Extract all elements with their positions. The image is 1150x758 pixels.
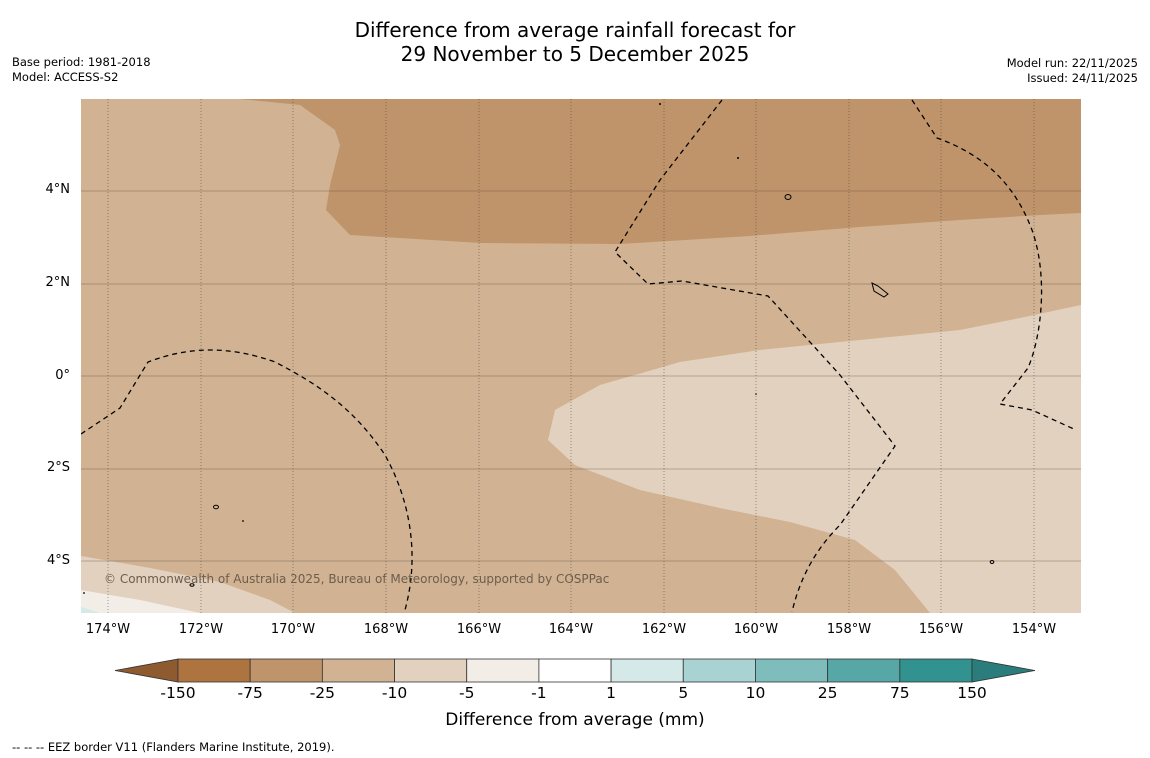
- region-minus10-minus5-east: [548, 305, 1081, 613]
- lon-label-174w: 174°W: [85, 622, 131, 637]
- island-1: [784, 194, 792, 200]
- issued-text: Issued: 24/11/2025: [1027, 71, 1138, 85]
- island-4: [989, 560, 995, 564]
- colorbar-segment: [899, 658, 973, 683]
- meta-left: Base period: 1981-2018 Model: ACCESS-S2: [12, 55, 151, 85]
- lat-label-2n: 2°N: [45, 275, 71, 290]
- map-title-line1: Difference from average rainfall forecas…: [354, 18, 796, 42]
- colorbar-tick-label: 5: [678, 684, 689, 702]
- colorbar-segment: [394, 658, 468, 683]
- region-minus10-minus5-southwest: [81, 556, 295, 613]
- colorbar-extend-high: [971, 658, 1036, 683]
- region-minus75-minus25: [240, 99, 1081, 244]
- eez-border-center: [614, 99, 896, 613]
- meta-right: Model run: 22/11/2025 Issued: 24/11/2025: [1007, 56, 1138, 86]
- colorbar-tick-label: -5: [458, 684, 475, 702]
- eez-footnote: -- -- -- EEZ border V11 (Flanders Marine…: [12, 740, 335, 754]
- eez-border-west: [81, 349, 413, 611]
- island-dot-4: [755, 393, 757, 395]
- colorbar-tick-label: -25: [309, 684, 336, 702]
- colorbar-segment: [249, 658, 323, 683]
- model-run-text: Model run: 22/11/2025: [1006, 56, 1138, 70]
- model-text: Model: ACCESS-S2: [12, 70, 119, 84]
- colorbar-segment: [755, 658, 829, 683]
- colorbar-title: Difference from average (mm): [445, 710, 705, 730]
- lon-label-166w: 166°W: [456, 622, 502, 637]
- region-positive-corner: [81, 607, 100, 613]
- island-dot-1: [659, 103, 661, 105]
- island-5: [189, 583, 195, 587]
- map-title: Difference from average rainfall forecas…: [0, 18, 1150, 66]
- colorbar-tick-label: -1: [531, 684, 547, 702]
- lat-label-4s: 4°S: [46, 553, 70, 568]
- island-3: [213, 504, 219, 510]
- lon-label-168w: 168°W: [363, 622, 409, 637]
- colorbar-tick-label: -150: [160, 684, 196, 702]
- lon-label-158w: 158°W: [826, 622, 872, 637]
- colorbar-tick-label: 1: [606, 684, 617, 702]
- lon-label-162w: 162°W: [641, 622, 687, 637]
- island-dot-5: [83, 592, 85, 594]
- colorbar-extend-low: [114, 658, 179, 683]
- colorbar-segment: [466, 658, 540, 683]
- eez-border-east: [911, 99, 1077, 431]
- colorbar-segment: [321, 658, 395, 683]
- colorbar-tick-label: 75: [889, 684, 910, 702]
- colorbar-segments: [177, 658, 973, 683]
- colorbar-tick-label: 25: [817, 684, 838, 702]
- region-minus5-minus1-southwest: [81, 590, 200, 613]
- copyright-text: © Commonwealth of Australia 2025, Bureau…: [104, 572, 610, 586]
- island-dot-2: [737, 157, 739, 159]
- island-dot-3: [242, 520, 244, 522]
- lat-label-4n: 4°N: [45, 182, 71, 197]
- colorbar-tick-label: -10: [381, 684, 408, 702]
- map-title-line2: 29 November to 5 December 2025: [400, 42, 750, 66]
- island-2: [871, 282, 889, 298]
- colorbar-tick-label: 10: [745, 684, 766, 702]
- colorbar-segment: [177, 658, 251, 683]
- base-period-text: Base period: 1981-2018: [12, 55, 151, 69]
- colorbar-segment: [827, 658, 901, 683]
- colorbar-segment: [610, 658, 684, 683]
- colorbar-tick-label: -75: [237, 684, 263, 702]
- colorbar-segment: [538, 658, 612, 683]
- lon-label-156w: 156°W: [918, 622, 964, 637]
- lon-label-172w: 172°W: [178, 622, 224, 637]
- lat-label-0: 0°: [55, 368, 70, 383]
- lon-label-164w: 164°W: [548, 622, 594, 637]
- lon-label-170w: 170°W: [270, 622, 316, 637]
- lat-label-2s: 2°S: [46, 460, 70, 475]
- colorbar-tick-label: 150: [957, 684, 987, 702]
- lon-label-154w: 154°W: [1011, 622, 1057, 637]
- lon-label-160w: 160°W: [733, 622, 779, 637]
- colorbar-segment: [682, 658, 756, 683]
